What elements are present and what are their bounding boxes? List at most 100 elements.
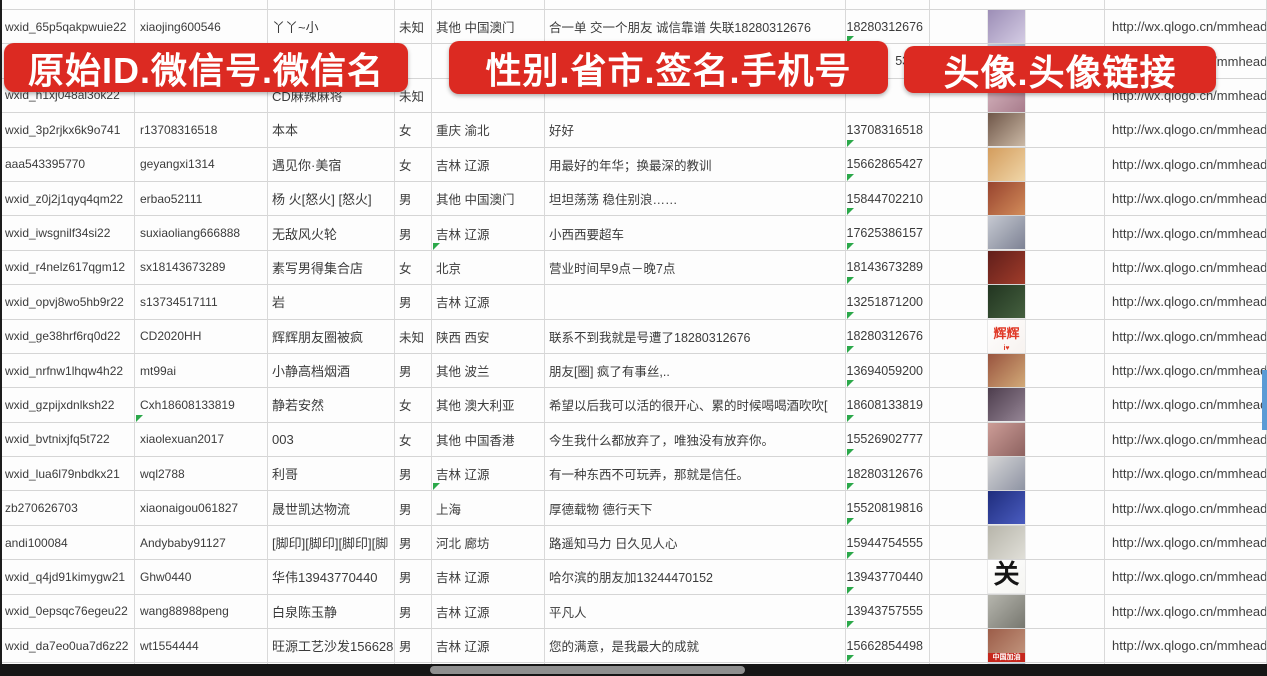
cell-wxno[interactable]: geyangxi1314 <box>135 147 268 182</box>
cell-region[interactable]: 北京 <box>432 250 545 286</box>
cell-phone[interactable]: 15520819816 <box>846 491 930 526</box>
cell-gender[interactable]: 女 <box>395 147 432 182</box>
cell-phone[interactable]: 18280312676 <box>846 10 930 45</box>
cell-id[interactable]: wxid_da7eo0ua7d6z22 <box>0 629 135 664</box>
cell-region[interactable]: 吉林 辽源 <box>432 560 545 595</box>
cell-name[interactable]: 003 <box>268 422 395 458</box>
cell-avatar[interactable] <box>930 525 1105 561</box>
cell-phone[interactable]: 13251871200 <box>846 285 930 320</box>
cell-gender[interactable]: 未知 <box>395 78 432 114</box>
cell-phone[interactable]: 13694059200 <box>846 353 930 389</box>
cell-wxno[interactable]: wt1554444 <box>135 629 268 664</box>
cell-id[interactable]: wxid_bvtnixjfq5t722 <box>0 422 135 458</box>
cell-id[interactable]: wxid_0epsqc76egeu22 <box>0 594 135 630</box>
cell-link[interactable]: http://wx.qlogo.cn/mmhead <box>1105 491 1267 526</box>
cell-phone[interactable]: 15944754555 <box>846 525 930 561</box>
cell-link[interactable] <box>1105 0 1267 10</box>
cell-region[interactable]: 吉林 辽源 <box>432 594 545 630</box>
cell-region[interactable]: 上海 <box>432 491 545 526</box>
cell-phone[interactable]: 15662865427 <box>846 147 930 182</box>
cell-name[interactable]: 无敌风火轮 <box>268 216 395 251</box>
cell-gender[interactable]: 女 <box>395 388 432 423</box>
cell-gender[interactable]: 男 <box>395 181 432 217</box>
cell-region[interactable]: 其他 波兰 <box>432 353 545 389</box>
cell-phone[interactable]: 17625386157 <box>846 216 930 251</box>
cell-id[interactable]: wxid_ge38hrf6rq0d22 <box>0 319 135 354</box>
cell-name[interactable]: 静若安然 <box>268 388 395 423</box>
cell-phone[interactable] <box>846 78 930 114</box>
cell-signature[interactable]: 路遥知马力 日久见人心 <box>545 525 846 561</box>
cell-avatar[interactable]: 中国加油 <box>930 629 1105 664</box>
cell-signature[interactable]: 厚德载物 德行天下 <box>545 491 846 526</box>
horizontal-scrollbar-thumb[interactable] <box>430 666 745 674</box>
cell-id[interactable]: wxid_65p5qakpwuie22 <box>0 10 135 45</box>
cell-region[interactable]: 其他 澳大利亚 <box>432 388 545 423</box>
cell-wxno[interactable]: xiaojing600546 <box>135 10 268 45</box>
cell-wxno[interactable]: suxiaoliang666888 <box>135 216 268 251</box>
cell-avatar[interactable] <box>930 491 1105 526</box>
cell-signature[interactable]: 坦坦荡荡 稳住别浪…… <box>545 181 846 217</box>
cell-signature[interactable]: 今生我什么都放弃了，唯独没有放弃你。 <box>545 422 846 458</box>
cell-gender[interactable]: 女 <box>395 250 432 286</box>
cell-avatar[interactable] <box>930 250 1105 286</box>
cell-avatar[interactable] <box>930 388 1105 423</box>
cell-name[interactable]: 丫丫~小 <box>268 10 395 45</box>
cell-link[interactable]: http://wx.qlogo.cn/mmhead <box>1105 216 1267 251</box>
cell-link[interactable]: http://wx.qlogo.cn/mmhead <box>1105 10 1267 45</box>
cell-id[interactable] <box>0 0 135 10</box>
cell-avatar[interactable] <box>930 113 1105 148</box>
cell-avatar[interactable] <box>930 594 1105 630</box>
cell-region[interactable]: 吉林 辽源 <box>432 285 545 320</box>
cell-gender[interactable]: 男 <box>395 560 432 595</box>
cell-link[interactable]: http://wx.qlogo.cn/mmhead <box>1105 147 1267 182</box>
cell-link[interactable]: http://wx.qlogo.cn/mmhead <box>1105 250 1267 286</box>
cell-phone[interactable] <box>846 0 930 10</box>
vertical-scrollbar-thumb[interactable] <box>1262 370 1267 430</box>
cell-name[interactable]: 辉辉朋友圈被疯 <box>268 319 395 354</box>
cell-name[interactable]: 遇见你·美宿 <box>268 147 395 182</box>
cell-signature[interactable] <box>545 285 846 320</box>
cell-gender[interactable] <box>395 0 432 10</box>
cell-name[interactable]: [脚印][脚印][脚印][脚 <box>268 525 395 561</box>
cell-wxno[interactable]: xiaonaigou061827 <box>135 491 268 526</box>
cell-wxno[interactable] <box>135 78 268 114</box>
cell-region[interactable]: 河北 廊坊 <box>432 525 545 561</box>
cell-region[interactable]: 吉林 辽源 <box>432 147 545 182</box>
cell-link[interactable]: http://wx.qlogo.cn/mmhead <box>1105 113 1267 148</box>
cell-signature[interactable]: 希望以后我可以活的很开心、累的时候喝喝酒吹吹[ <box>545 388 846 423</box>
cell-avatar[interactable] <box>930 353 1105 389</box>
cell-region[interactable] <box>432 78 545 114</box>
cell-name[interactable]: 本本 <box>268 113 395 148</box>
cell-id[interactable]: andi100084 <box>0 525 135 561</box>
cell-signature[interactable]: 朋友[圈] 疯了有事丝,.. <box>545 353 846 389</box>
cell-id[interactable]: wxid_3p2rjkx6k9o741 <box>0 113 135 148</box>
cell-link[interactable]: http://wx.qlogo.cn/mmhead <box>1105 629 1267 664</box>
cell-wxno[interactable]: erbao52111 <box>135 181 268 217</box>
cell-id[interactable]: wxid_iwsgnilf34si22 <box>0 216 135 251</box>
cell-gender[interactable] <box>395 44 432 79</box>
cell-name[interactable]: 利哥 <box>268 457 395 492</box>
cell-id[interactable]: wxid_lua6l79nbdkx21 <box>0 457 135 492</box>
cell-signature[interactable]: 用最好的年华；换最深的教训 <box>545 147 846 182</box>
cell-signature[interactable]: 小西西要超车 <box>545 216 846 251</box>
cell-wxno[interactable]: wql2788 <box>135 457 268 492</box>
cell-avatar[interactable]: 辉辉 i♥ <box>930 319 1105 354</box>
cell-phone[interactable]: 18280312676 <box>846 319 930 354</box>
cell-avatar[interactable] <box>930 147 1105 182</box>
cell-gender[interactable]: 男 <box>395 629 432 664</box>
cell-link[interactable]: http://wx.qlogo.cn/mmhead <box>1105 560 1267 595</box>
cell-region[interactable]: 陕西 西安 <box>432 319 545 354</box>
cell-id[interactable]: zb270626703 <box>0 491 135 526</box>
cell-id[interactable]: aaa543395770 <box>0 147 135 182</box>
cell-link[interactable]: http://wx.qlogo.cn/mmhead <box>1105 181 1267 217</box>
cell-gender[interactable]: 男 <box>395 525 432 561</box>
cell-wxno[interactable] <box>135 0 268 10</box>
cell-wxno[interactable]: r13708316518 <box>135 113 268 148</box>
cell-region[interactable]: 吉林 辽源 <box>432 216 545 251</box>
cell-signature[interactable]: 哈尔滨的朋友加13244470152 <box>545 560 846 595</box>
cell-phone[interactable]: 13708316518 <box>846 113 930 148</box>
cell-link[interactable]: http://wx.qlogo.cn/mmhead <box>1105 594 1267 630</box>
cell-gender[interactable]: 男 <box>395 594 432 630</box>
cell-name[interactable]: 岩 <box>268 285 395 320</box>
cell-gender[interactable]: 女 <box>395 113 432 148</box>
